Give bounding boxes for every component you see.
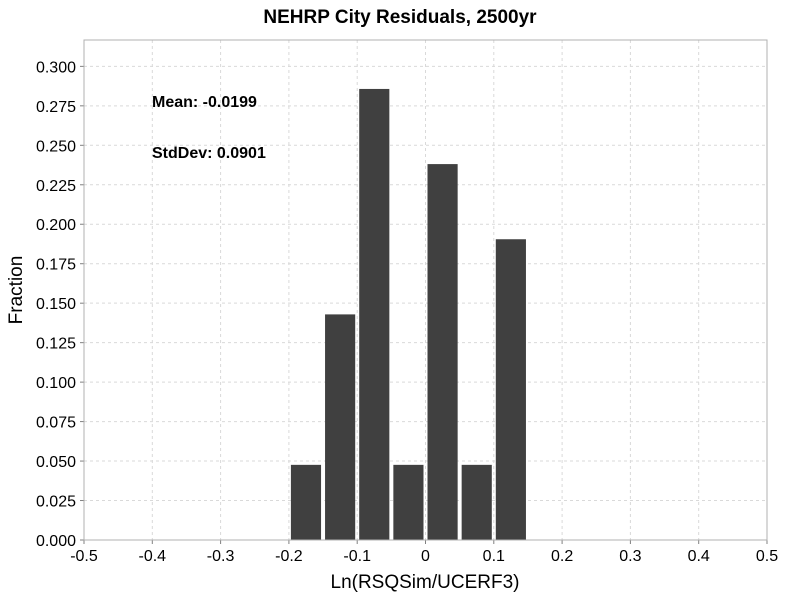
bars <box>290 88 526 541</box>
x-tick-label: -0.2 <box>275 548 303 565</box>
y-tick-label: 0.000 <box>36 533 76 550</box>
x-tick-label: 0.2 <box>551 548 573 565</box>
x-tick-label: 0.4 <box>688 548 710 565</box>
y-tick-label: 0.300 <box>36 59 76 76</box>
x-tick-labels: -0.5 -0.4 -0.3 -0.2 -0.1 0 0.1 0.2 0.3 0.4 0.5 <box>70 548 778 565</box>
histogram-bar <box>461 464 492 540</box>
x-tick-label: 0 <box>421 548 430 565</box>
x-tick-label: -0.4 <box>139 548 167 565</box>
x-tick-label: 0.3 <box>619 548 641 565</box>
histogram-bar <box>359 88 390 541</box>
x-tick-label: -0.1 <box>343 548 371 565</box>
y-tick-label: 0.200 <box>36 217 76 234</box>
y-tick-label: 0.150 <box>36 296 76 313</box>
y-tick-labels: 0.000 0.025 0.050 0.075 0.100 0.125 0.150 0.175… <box>36 59 76 550</box>
y-tick-label: 0.250 <box>36 138 76 155</box>
annotation-mean: Mean: -0.0199 <box>152 94 257 111</box>
y-tick-label: 0.125 <box>36 336 76 353</box>
histogram-bar <box>427 164 458 540</box>
y-tick-label: 0.175 <box>36 257 76 274</box>
histogram-bar <box>290 464 322 540</box>
x-axis-label: Ln(RSQSim/UCERF3) <box>331 572 520 593</box>
histogram-bar <box>495 239 526 540</box>
histogram-bar <box>325 314 356 540</box>
y-tick-label: 0.100 <box>36 375 76 392</box>
y-tick-label: 0.225 <box>36 178 76 195</box>
plot-frame <box>83 39 768 541</box>
x-tick-label: -0.5 <box>70 548 98 565</box>
y-tick-label: 0.050 <box>36 454 76 471</box>
x-tick-label: -0.3 <box>207 548 235 565</box>
y-axis-label: Fraction <box>6 256 27 325</box>
y-tick-label: 0.275 <box>36 99 76 116</box>
x-tick-label: 0.5 <box>756 548 778 565</box>
x-tick-label: 0.1 <box>483 548 505 565</box>
chart-title: NEHRP City Residuals, 2500yr <box>263 7 537 28</box>
histogram-bar <box>393 464 424 540</box>
annotation-stddev: StdDev: 0.0901 <box>152 145 266 162</box>
y-tick-label: 0.075 <box>36 415 76 432</box>
y-tick-label: 0.025 <box>36 494 76 511</box>
